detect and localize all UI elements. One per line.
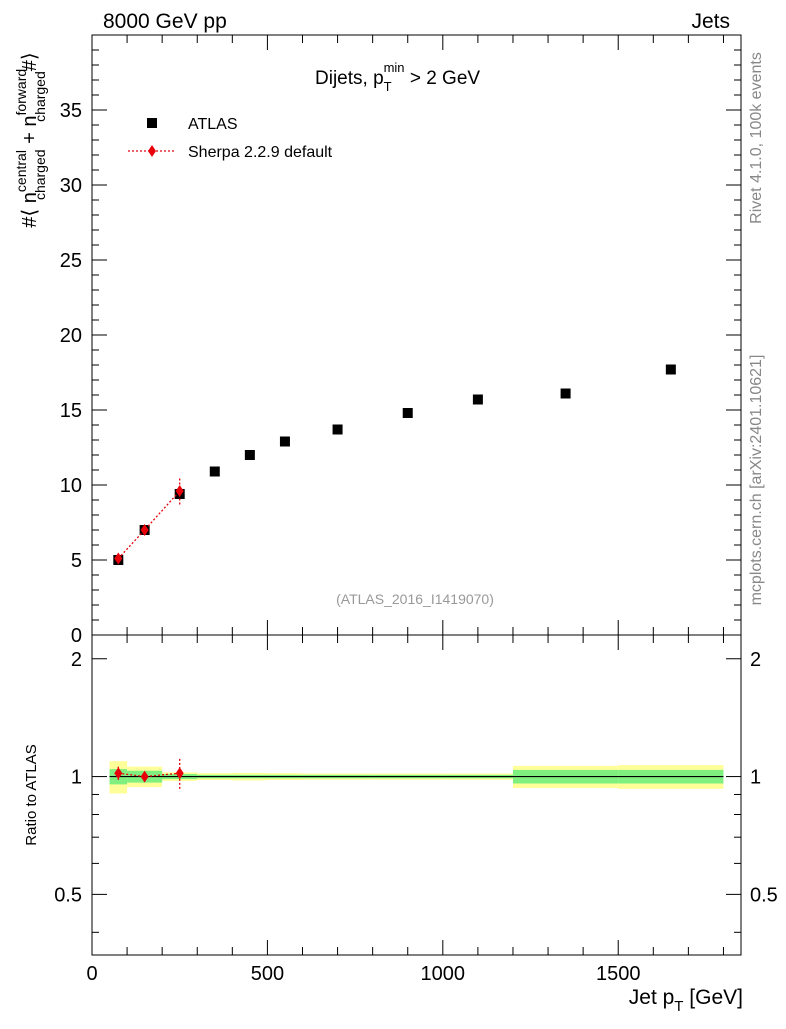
legend: ATLAS Sherpa 2.2.9 default (128, 116, 333, 161)
ratio-mc-point (140, 770, 149, 783)
xlabel-suffix: [GeV] (683, 986, 743, 1009)
main-y-tick-label: 0 (71, 625, 82, 647)
ratio-y-tick-label-right: 1 (750, 767, 761, 789)
ratio-panel: 0.5 0.5 1 1 2 2 0 500 1000 1500 Ratio to ATLAS J… (23, 634, 778, 1015)
ratio-y-tick-label-right: 2 (750, 649, 761, 671)
legend-mc-marker (148, 145, 156, 157)
main-y-axis-label: #⟨ ncentral charged + nforward charged#⟩ (13, 52, 48, 227)
main-y-tick-label: 15 (60, 400, 82, 422)
mcplots-label: mcplots.cern.ch [arXiv:2401.10621] (748, 355, 765, 606)
main-y-tick-label: 25 (60, 250, 82, 272)
main-y-tick-label: 35 (60, 100, 82, 122)
ratio-data-layer (114, 758, 184, 789)
main-y-tick-label: 30 (60, 175, 82, 197)
main-y-tick-label: 20 (60, 325, 82, 347)
main-data-layer (113, 364, 676, 565)
ratio-y-tick-label-left: 1 (71, 767, 82, 789)
mc-point (114, 552, 123, 565)
legend-mc-label: Sherpa 2.2.9 default (188, 144, 333, 161)
ratio-y-tick-labels: 0.5 0.5 1 1 2 2 (54, 649, 778, 907)
ratio-mc-point (175, 767, 184, 780)
x-axis-label: Jet pT [GeV] (629, 986, 743, 1015)
ratio-y-tick-label-right: 0.5 (750, 884, 778, 906)
x-tick-label: 1500 (596, 963, 641, 985)
x-tick-label: 500 (251, 963, 284, 985)
mc-line (117, 490, 181, 559)
header-left: 8000 GeV pp (103, 10, 227, 33)
atlas-point (279, 436, 290, 447)
legend-data-label: ATLAS (188, 116, 238, 133)
ratio-y-axis-label: Ratio to ATLAS (23, 744, 40, 845)
main-y-tick-label: 5 (71, 550, 82, 572)
xlabel-prefix: Jet p (629, 986, 675, 1009)
atlas-point (332, 424, 343, 435)
ylabel-b-sup: forward (13, 69, 29, 116)
ylabel-a-sup: central (13, 150, 29, 192)
ratio-y-tick-label-left: 2 (71, 649, 82, 671)
ylabel-b: + n (19, 116, 41, 150)
ratio-frame (91, 634, 742, 956)
atlas-point (209, 466, 220, 477)
ylabel-a: #⟨ n (19, 192, 41, 228)
ratio-y-tick-label-left: 0.5 (54, 884, 82, 906)
atlas-point (665, 364, 676, 375)
plot-title-sup: min (384, 60, 405, 75)
plot-title-suffix: > 2 GeV (405, 68, 481, 89)
ylabel-c: #⟩ (19, 52, 41, 71)
atlas-point (560, 388, 571, 399)
plot-title-prefix: Dijets, p (315, 68, 384, 89)
x-tick-labels: 0 500 1000 1500 (86, 963, 640, 985)
ylabel-b-sub: charged (32, 71, 48, 122)
xlabel-sub: T (674, 998, 683, 1015)
rivet-label: Rivet 4.1.0, 100k events (748, 52, 765, 224)
main-panel: 0 5 10 15 20 25 30 35 Dijets, pTmin > 2 GeV #⟨ … (13, 34, 742, 647)
atlas-point (472, 394, 483, 405)
atlas-point (402, 408, 413, 418)
ratio-mc-line (118, 772, 180, 778)
ratio-uncertainty-bands (109, 761, 724, 794)
main-y-tick-label: 10 (60, 475, 82, 497)
ylabel-a-sub: charged (32, 149, 48, 200)
ratio-mc-point (114, 767, 123, 780)
analysis-watermark: (ATLAS_2016_I1419070) (336, 591, 494, 607)
header-right: Jets (691, 10, 730, 33)
plot-title: Dijets, pTmin > 2 GeV (315, 60, 480, 94)
x-tick-label: 1000 (421, 963, 466, 985)
plot-title-sub: T (384, 79, 392, 94)
legend-data-marker (147, 118, 157, 128)
atlas-point (244, 450, 255, 460)
ratio-axis-ticks (91, 635, 741, 955)
main-y-tick-labels: 0 5 10 15 20 25 30 35 (60, 100, 82, 647)
mc-point (140, 524, 149, 536)
mc-point (175, 485, 184, 497)
x-tick-label: 0 (86, 963, 97, 985)
